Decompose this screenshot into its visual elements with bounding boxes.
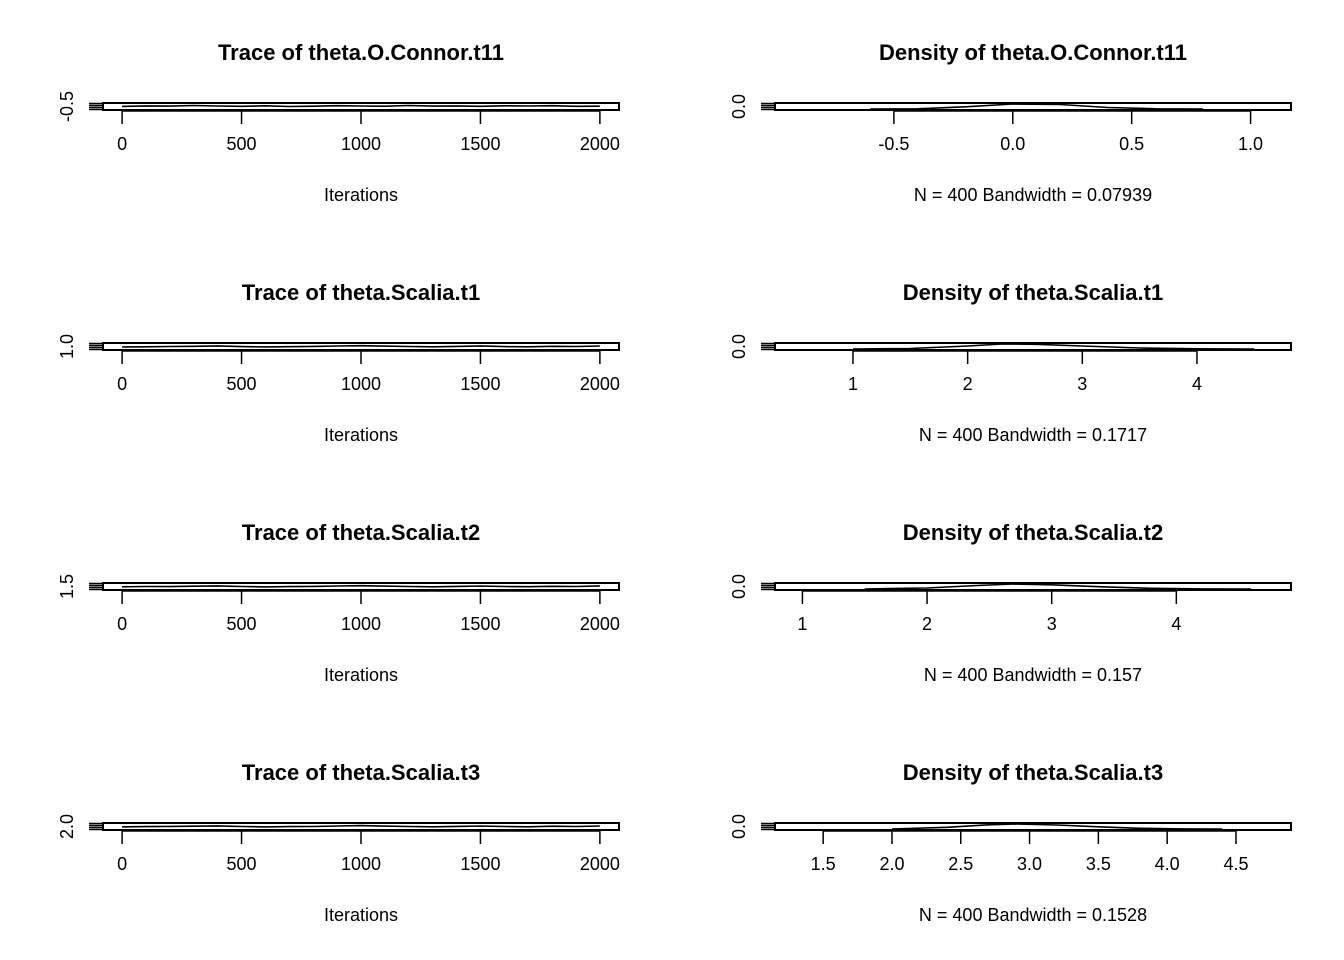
x-tick-label: 1500 xyxy=(460,614,500,634)
x-tick-label: 3.0 xyxy=(1017,854,1042,874)
x-tick-label: 500 xyxy=(227,854,257,874)
x-tick-label: 2.5 xyxy=(948,854,973,874)
trace-series-line xyxy=(122,584,600,588)
y-tick-label: 0.0 xyxy=(729,94,749,119)
density-series-line xyxy=(852,343,1255,350)
x-tick-label: 1000 xyxy=(341,854,381,874)
x-tick-label: 1.0 xyxy=(1238,134,1263,154)
x-tick-label: 0 xyxy=(117,614,127,634)
x-axis-label: Iterations xyxy=(324,905,398,925)
plot-frame xyxy=(774,102,1292,111)
x-tick-label: 0 xyxy=(117,854,127,874)
x-tick-label: -0.5 xyxy=(878,134,909,154)
density-title: Density of theta.Scalia.t1 xyxy=(903,280,1163,305)
x-tick-label: 4 xyxy=(1171,614,1181,634)
x-tick-label: 2.0 xyxy=(879,854,904,874)
x-axis-label: Iterations xyxy=(324,425,398,445)
x-tick-label: 2 xyxy=(963,374,973,394)
x-tick-label: 4 xyxy=(1192,374,1202,394)
trace-panel: Trace of theta.Scalia.t3 2.0 0 500 1000 1500 2… xyxy=(57,760,620,925)
x-tick-label: 0.0 xyxy=(1000,134,1025,154)
x-tick-label: 1000 xyxy=(341,614,381,634)
x-axis-label: N = 400 Bandwidth = 0.07939 xyxy=(914,185,1152,205)
trace-series-line xyxy=(122,344,600,348)
x-tick-label: 1500 xyxy=(460,134,500,154)
y-tick-label: 0.0 xyxy=(729,334,749,359)
x-tick-label: 2000 xyxy=(580,134,620,154)
plot-frame xyxy=(774,342,1292,351)
plot-frame xyxy=(774,822,1292,831)
density-panel: Density of theta.O.Connor.t11 0.0 -0.5 0.0 0… xyxy=(729,40,1292,205)
x-tick-label: 0.5 xyxy=(1119,134,1144,154)
x-tick-label: 1500 xyxy=(460,374,500,394)
x-tick-label: 2000 xyxy=(580,854,620,874)
x-tick-label: 4.5 xyxy=(1223,854,1248,874)
trace-title: Trace of theta.O.Connor.t11 xyxy=(218,40,504,65)
x-tick-label: 1 xyxy=(848,374,858,394)
density-panel: Density of theta.Scalia.t1 0.0 1 2 3 4 N = 400… xyxy=(729,280,1292,445)
x-tick-label: 500 xyxy=(227,614,257,634)
x-tick-label: 0 xyxy=(117,374,127,394)
x-tick-label: 500 xyxy=(227,134,257,154)
x-tick-label: 2000 xyxy=(580,614,620,634)
y-tick-label: 1.0 xyxy=(57,334,77,359)
density-panel: Density of theta.Scalia.t3 0.0 1.5 2.0 2.5 3.… xyxy=(729,760,1292,925)
y-tick-label: 0.0 xyxy=(729,814,749,839)
trace-title: Trace of theta.Scalia.t3 xyxy=(242,760,480,785)
trace-panel: Trace of theta.O.Connor.t11 -0.5 0 500 1000 1… xyxy=(57,40,620,205)
x-axis-label: N = 400 Bandwidth = 0.1717 xyxy=(919,425,1147,445)
density-series-line xyxy=(870,103,1204,110)
x-tick-label: 1500 xyxy=(460,854,500,874)
x-axis-label: Iterations xyxy=(324,665,398,685)
plot-frame xyxy=(774,582,1292,591)
x-tick-label: 2000 xyxy=(580,374,620,394)
x-tick-label: 4.0 xyxy=(1155,854,1180,874)
density-title: Density of theta.Scalia.t3 xyxy=(903,760,1163,785)
x-tick-label: 2 xyxy=(922,614,932,634)
density-title: Density of theta.Scalia.t2 xyxy=(903,520,1163,545)
x-axis-label: N = 400 Bandwidth = 0.157 xyxy=(924,665,1142,685)
trace-panel: Trace of theta.Scalia.t1 1.0 0 500 1000 1500 2… xyxy=(57,280,620,445)
y-tick-label: 1.5 xyxy=(57,574,77,599)
density-title: Density of theta.O.Connor.t11 xyxy=(879,40,1187,65)
x-tick-label: 3 xyxy=(1077,374,1087,394)
x-tick-label: 1000 xyxy=(341,374,381,394)
trace-title: Trace of theta.Scalia.t1 xyxy=(242,280,480,305)
trace-series-line xyxy=(122,104,600,108)
y-tick-label: -0.5 xyxy=(57,91,77,122)
x-tick-label: 1.5 xyxy=(811,854,836,874)
trace-panel: Trace of theta.Scalia.t2 1.5 0 500 1000 1500 2… xyxy=(57,520,620,685)
y-tick-label: 2.0 xyxy=(57,814,77,839)
density-series-line xyxy=(864,583,1252,590)
x-axis-label: Iterations xyxy=(324,185,398,205)
y-tick-label: 0.0 xyxy=(729,574,749,599)
x-tick-label: 500 xyxy=(227,374,257,394)
x-axis-label: N = 400 Bandwidth = 0.1528 xyxy=(919,905,1147,925)
density-series-line xyxy=(891,823,1223,830)
x-tick-label: 3.5 xyxy=(1086,854,1111,874)
x-tick-label: 0 xyxy=(117,134,127,154)
trace-series-line xyxy=(122,824,600,828)
x-tick-label: 1 xyxy=(797,614,807,634)
x-tick-label: 1000 xyxy=(341,134,381,154)
density-panel: Density of theta.Scalia.t2 0.0 1 2 3 4 N = 400… xyxy=(729,520,1292,685)
x-tick-label: 3 xyxy=(1047,614,1057,634)
trace-title: Trace of theta.Scalia.t2 xyxy=(242,520,480,545)
